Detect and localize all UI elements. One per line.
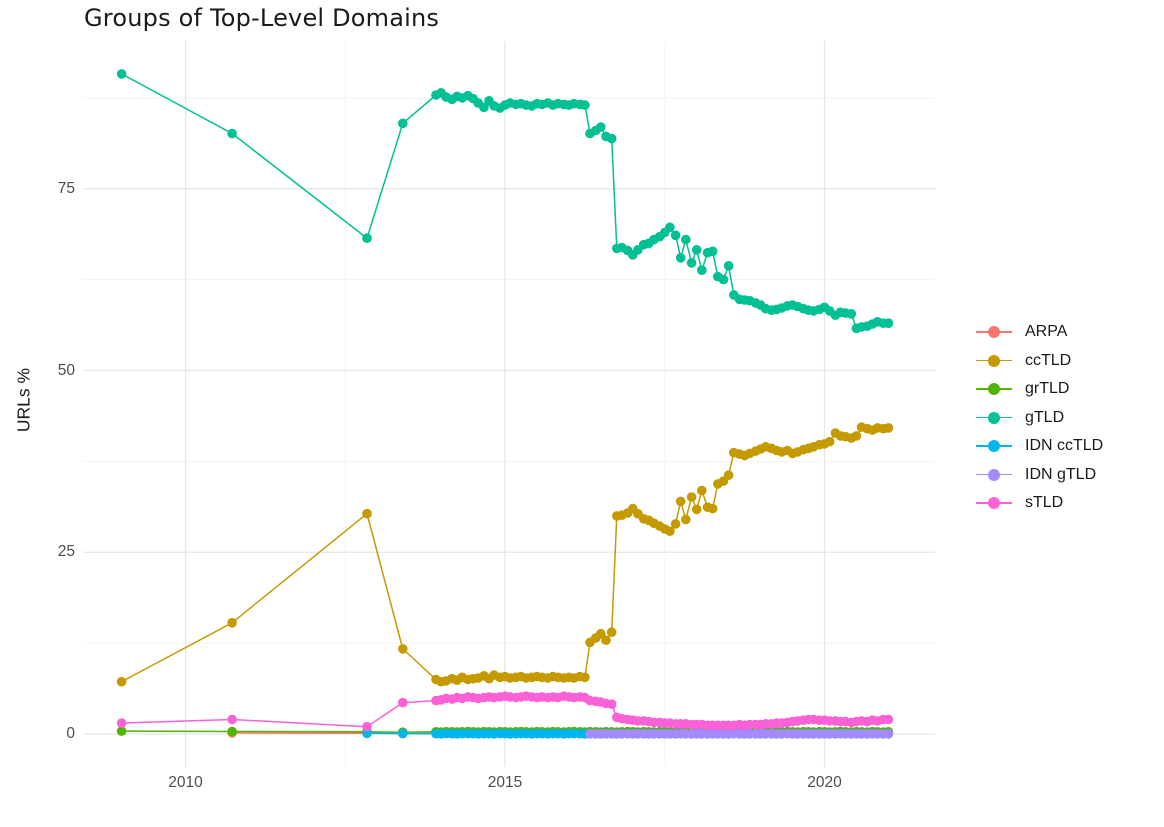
chart-title: Groups of Top-Level Domains — [84, 4, 440, 32]
legend-label: ccTLD — [1025, 351, 1072, 369]
data-point — [606, 627, 617, 637]
legend-item-arpa: ARPA — [976, 318, 1103, 347]
legend-key-icon — [976, 496, 1012, 510]
data-point — [686, 492, 697, 502]
data-point — [362, 721, 372, 732]
x-tick-label: 2010 — [168, 774, 203, 791]
legend-key-dot-icon — [988, 440, 1000, 453]
data-point — [580, 672, 590, 683]
data-point — [116, 676, 127, 687]
data-point — [116, 726, 127, 736]
legend-key-dot-icon — [988, 383, 1000, 396]
legend-label: grTLD — [1025, 380, 1070, 398]
data-point — [227, 726, 237, 737]
data-point — [707, 246, 718, 257]
x-tick-label: 2020 — [807, 774, 842, 791]
data-point — [601, 635, 611, 645]
data-point — [883, 318, 894, 329]
legend-label: ARPA — [1025, 323, 1068, 341]
data-point — [851, 431, 862, 441]
legend-key-dot-icon — [988, 468, 1000, 481]
data-point — [723, 261, 734, 271]
legend-key-dot-icon — [988, 497, 1000, 510]
data-point — [846, 309, 857, 319]
data-point — [883, 714, 894, 725]
data-point — [883, 729, 894, 739]
data-point — [665, 526, 675, 536]
data-point — [824, 436, 835, 447]
data-point — [227, 714, 237, 725]
data-point — [116, 718, 127, 728]
legend-key-dot-icon — [988, 411, 1000, 424]
data-point — [362, 233, 372, 243]
series-cctld-points — [116, 422, 894, 687]
data-point — [606, 133, 617, 144]
legend-item-gtld: gTLD — [976, 404, 1103, 433]
data-point — [686, 258, 697, 268]
data-point — [398, 728, 408, 739]
legend: ARPA ccTLD grTLD gTLD IDN ccTLD IDN gTLD sTLD — [976, 318, 1103, 518]
legend-key-dot-icon — [988, 326, 1000, 339]
data-point — [398, 118, 408, 129]
y-tick-label: 75 — [57, 179, 75, 197]
data-point — [691, 245, 702, 255]
y-tick-label: 0 — [66, 725, 75, 742]
legend-item-grtld: grTLD — [976, 375, 1103, 404]
y-tick-label: 25 — [57, 543, 75, 561]
data-point — [707, 503, 718, 514]
series-gtld-points — [116, 69, 894, 334]
data-point — [398, 644, 408, 654]
data-point — [883, 423, 894, 433]
legend-key-icon — [976, 325, 1012, 339]
data-point — [227, 618, 237, 628]
legend-item-idn-cctld: IDN ccTLD — [976, 432, 1103, 461]
data-point — [670, 230, 681, 241]
legend-label: gTLD — [1025, 408, 1065, 426]
data-point — [670, 519, 681, 529]
legend-key-dot-icon — [988, 354, 1000, 367]
legend-item-cctld: ccTLD — [976, 347, 1103, 376]
data-point — [398, 697, 408, 708]
legend-item-idn-gtld: IDN gTLD — [976, 461, 1103, 490]
legend-key-icon — [976, 468, 1012, 482]
data-point — [718, 274, 729, 285]
data-point — [675, 496, 686, 507]
data-point — [697, 485, 707, 496]
legend-item-stld: sTLD — [976, 489, 1103, 518]
data-point — [580, 100, 590, 110]
data-point — [606, 699, 617, 709]
data-point — [723, 470, 734, 481]
data-point — [227, 128, 237, 139]
data-point — [681, 514, 691, 525]
data-point — [116, 69, 127, 79]
legend-key-icon — [976, 382, 1012, 396]
data-point — [665, 222, 675, 233]
y-tick-label: 50 — [57, 361, 75, 379]
series-stld-points — [116, 691, 894, 732]
legend-key-icon — [976, 411, 1012, 425]
data-point — [681, 234, 691, 245]
legend-key-icon — [976, 354, 1012, 368]
data-point — [697, 265, 707, 276]
legend-label: sTLD — [1025, 494, 1064, 512]
data-point — [675, 252, 686, 263]
legend-key-icon — [976, 439, 1012, 453]
legend-label: IDN ccTLD — [1025, 437, 1104, 455]
data-point — [362, 728, 372, 739]
data-point — [691, 504, 702, 515]
data-point — [362, 508, 372, 519]
legend-label: IDN gTLD — [1025, 465, 1097, 483]
data-point — [479, 102, 489, 113]
data-point — [596, 628, 606, 639]
series-idn-gtld-points — [585, 728, 894, 739]
data-point — [596, 122, 606, 132]
x-tick-label: 2015 — [487, 774, 523, 791]
